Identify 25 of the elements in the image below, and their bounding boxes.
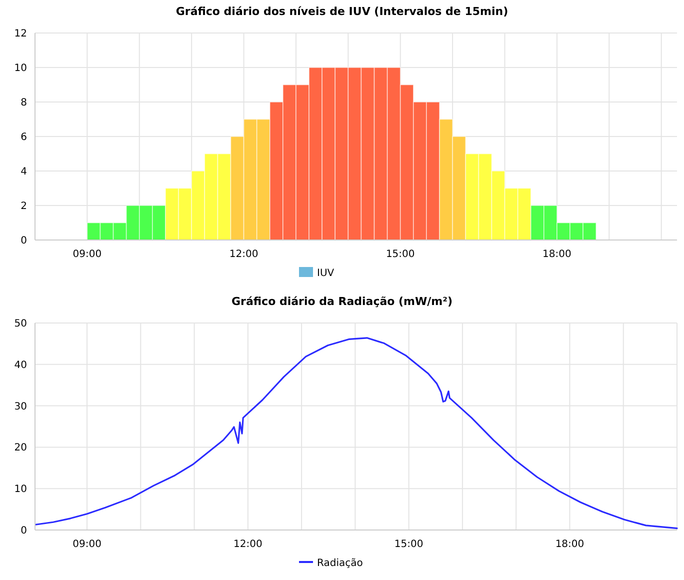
legend-label: Radiação <box>317 558 363 569</box>
y-tick-label: 0 <box>20 526 27 536</box>
y-tick-label: 2 <box>20 201 27 212</box>
y-tick-label: 50 <box>14 318 27 330</box>
chart-title: Gráfico diário da Radiação (mW/m²) <box>232 295 452 308</box>
x-tick-label: 18:00 <box>542 249 572 260</box>
y-tick-label: 30 <box>14 401 27 412</box>
y-tick-label: 12 <box>14 28 27 40</box>
y-tick-label: 10 <box>14 63 27 74</box>
y-tick-label: 4 <box>20 166 27 178</box>
text: IUV <box>317 268 334 279</box>
y-tick-label: 40 <box>14 360 27 371</box>
x-tick-label: 18:00 <box>555 539 584 550</box>
y-tick-label: 0 <box>20 236 27 246</box>
y-tick-label: 10 <box>14 484 27 496</box>
x-tick-label: 15:00 <box>394 539 424 550</box>
x-tick-label: 09:00 <box>72 539 102 550</box>
x-tick-label: 15:00 <box>386 249 415 260</box>
chart-title: Gráfico diário dos níveis de IUV (Intervalos de 15min) <box>176 5 508 18</box>
x-tick-label: 12:00 <box>234 539 262 550</box>
y-tick-label: 20 <box>14 442 27 454</box>
y-tick-label: 8 <box>20 98 27 108</box>
x-tick-label: 09:00 <box>72 249 102 260</box>
x-tick-label: 12:00 <box>229 249 258 260</box>
y-tick-label: 6 <box>20 132 27 143</box>
